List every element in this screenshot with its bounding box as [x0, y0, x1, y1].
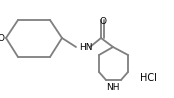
Text: HN: HN	[79, 43, 93, 52]
Text: NH: NH	[106, 83, 120, 92]
Text: O: O	[0, 34, 5, 43]
Text: O: O	[99, 17, 106, 26]
Text: HCl: HCl	[140, 73, 157, 83]
